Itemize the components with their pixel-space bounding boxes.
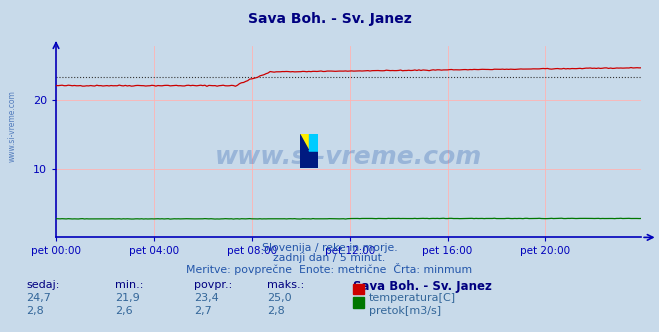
Bar — [300, 134, 309, 151]
Text: min.:: min.: — [115, 280, 144, 290]
Text: 2,8: 2,8 — [26, 306, 44, 316]
Text: maks.:: maks.: — [267, 280, 304, 290]
Text: temperatura[C]: temperatura[C] — [369, 293, 456, 303]
Text: Slovenija / reke in morje.: Slovenija / reke in morje. — [262, 243, 397, 253]
Text: www.si-vreme.com: www.si-vreme.com — [215, 145, 482, 169]
Text: 2,6: 2,6 — [115, 306, 133, 316]
Text: Sava Boh. - Sv. Janez: Sava Boh. - Sv. Janez — [248, 12, 411, 26]
Text: Sava Boh. - Sv. Janez: Sava Boh. - Sv. Janez — [353, 280, 492, 292]
Text: 25,0: 25,0 — [267, 293, 291, 303]
Text: 24,7: 24,7 — [26, 293, 51, 303]
Text: 21,9: 21,9 — [115, 293, 140, 303]
Text: povpr.:: povpr.: — [194, 280, 233, 290]
Text: zadnji dan / 5 minut.: zadnji dan / 5 minut. — [273, 253, 386, 263]
Text: 2,7: 2,7 — [194, 306, 212, 316]
Text: 2,8: 2,8 — [267, 306, 285, 316]
Bar — [300, 151, 318, 168]
Text: pretok[m3/s]: pretok[m3/s] — [369, 306, 441, 316]
Text: www.si-vreme.com: www.si-vreme.com — [8, 90, 17, 162]
Text: 23,4: 23,4 — [194, 293, 219, 303]
Text: sedaj:: sedaj: — [26, 280, 60, 290]
Text: Meritve: povprečne  Enote: metrične  Črta: minmum: Meritve: povprečne Enote: metrične Črta:… — [186, 263, 473, 275]
Polygon shape — [309, 134, 318, 151]
Polygon shape — [300, 134, 309, 151]
Bar — [309, 134, 318, 151]
